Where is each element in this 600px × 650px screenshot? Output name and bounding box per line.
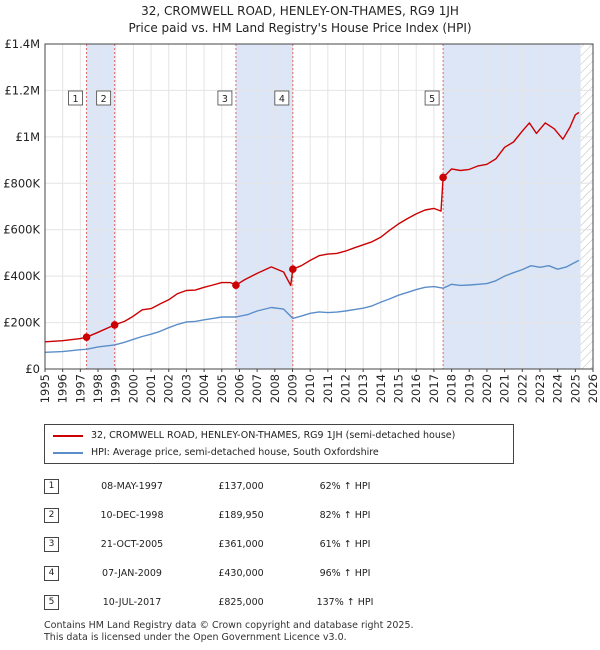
x-tick-label: 2008 [268, 374, 282, 403]
transaction-date: 08-MAY-1997 [101, 481, 163, 492]
transaction-date: 07-JAN-2009 [102, 568, 162, 579]
sale-point [110, 321, 119, 329]
plot-frame [44, 43, 594, 370]
transaction-price: £430,000 [218, 568, 264, 579]
x-tick-label: 2013 [356, 374, 370, 403]
transaction-row: 4 07-JAN-2009 £430,000 96% ↑ HPI [44, 559, 400, 588]
sale-label-box [424, 90, 440, 106]
x-tick-label: 2006 [232, 374, 246, 403]
x-tick-label: 2000 [126, 374, 140, 403]
sale-label-box [217, 90, 233, 106]
legend-swatch-property [53, 434, 83, 437]
price-chart: £0 £200K £400K £600K £800K £1M £1.2M £1.4M 1995 1… [3, 37, 600, 403]
transaction-hpi-change: 82% ↑ HPI [319, 510, 371, 521]
x-tick-label: 2020 [480, 374, 494, 403]
x-tick-label: 2003 [179, 374, 193, 403]
footer-license: This data is licensed under the Open Gov… [44, 632, 347, 643]
x-tick-label: 2004 [197, 374, 211, 403]
x-tick-label: 2019 [462, 374, 476, 403]
x-tick-label: 1997 [73, 374, 87, 403]
x-tick-label: 2025 [568, 374, 582, 403]
transaction-number: 2 [44, 508, 59, 523]
sale-label-box [68, 90, 83, 106]
x-tick-label: 2007 [250, 374, 264, 403]
x-tick-label: 1999 [109, 374, 123, 403]
transaction-date: 10-DEC-1998 [100, 510, 164, 521]
sale-point [82, 333, 91, 341]
x-tick-label: 2001 [144, 374, 158, 403]
sale-label-number: 5 [429, 94, 435, 105]
transaction-number: 1 [44, 479, 59, 494]
legend-item-property: 32, CROMWELL ROAD, HENLEY-ON-THAMES, RG9… [53, 428, 455, 444]
transaction-price: £137,000 [218, 481, 264, 492]
x-tick-label: 2010 [303, 374, 317, 403]
transaction-row: 3 21-OCT-2005 £361,000 61% ↑ HPI [44, 530, 400, 559]
hpi-line [44, 259, 580, 353]
transaction-number: 4 [44, 566, 59, 581]
forecast-hatch [580, 44, 593, 369]
legend-label-hpi: HPI: Average price, semi-detached house,… [91, 447, 379, 458]
y-tick-label: £400K [3, 269, 40, 283]
sale-point [439, 173, 447, 182]
sale-label-box [274, 90, 290, 106]
y-tick-label: £600K [3, 223, 40, 237]
transaction-date: 21-OCT-2005 [100, 539, 164, 550]
y-tick-label: £200K [3, 316, 40, 330]
x-tick-label: 2011 [321, 374, 335, 403]
transaction-hpi-change: 61% ↑ HPI [319, 539, 371, 550]
shaded-period [443, 44, 581, 369]
y-tick-label: £1.2M [4, 83, 40, 97]
x-tick-label: 2017 [427, 374, 441, 403]
transaction-row: 2 10-DEC-1998 £189,950 82% ↑ HPI [44, 501, 400, 530]
x-tick-label: 2021 [498, 374, 512, 403]
x-tick-label: 2023 [533, 374, 547, 403]
y-tick-label: £0 [25, 362, 40, 376]
transaction-row: 5 10-JUL-2017 £825,000 137% ↑ HPI [44, 588, 400, 617]
x-tick-label: 2012 [339, 374, 353, 403]
x-tick-label: 2024 [551, 374, 565, 403]
y-tick-label: £1M [15, 130, 40, 144]
x-tick-label: 2018 [445, 374, 459, 403]
legend-item-hpi: HPI: Average price, semi-detached house,… [53, 445, 379, 461]
x-tick-label: 1998 [91, 374, 105, 403]
sale-label-number: 4 [279, 94, 285, 105]
chart-subtitle: Price paid vs. HM Land Registry's House … [128, 21, 472, 35]
property-price-line [44, 111, 580, 343]
footer-copyright: Contains HM Land Registry data © Crown c… [44, 620, 414, 631]
x-tick-label: 2015 [392, 374, 406, 403]
transaction-price: £825,000 [218, 597, 264, 608]
transaction-row: 1 08-MAY-1997 £137,000 62% ↑ HPI [44, 472, 400, 501]
sale-point [232, 281, 240, 289]
sale-label-box [96, 90, 112, 106]
transaction-date: 10-JUL-2017 [102, 597, 162, 608]
x-tick-label: 2014 [374, 374, 388, 403]
transactions-table: 1 08-MAY-1997 £137,000 62% ↑ HPI 2 10-DEC-199… [44, 472, 400, 617]
transaction-hpi-change: 137% ↑ HPI [316, 597, 374, 608]
x-tick-label: 2002 [162, 374, 176, 403]
transaction-hpi-change: 96% ↑ HPI [319, 568, 371, 579]
y-tick-label: £1.4M [4, 37, 40, 51]
x-tick-label: 2009 [285, 374, 299, 403]
transaction-number: 5 [44, 595, 59, 610]
transaction-price: £189,950 [218, 510, 264, 521]
transaction-hpi-change: 62% ↑ HPI [319, 481, 371, 492]
sale-label-number: 1 [73, 94, 79, 105]
y-tick-label: £800K [3, 176, 40, 190]
x-tick-label: 2022 [515, 374, 529, 403]
chart-title: 32, CROMWELL ROAD, HENLEY-ON-THAMES, RG9… [141, 4, 459, 18]
legend-label-property: 32, CROMWELL ROAD, HENLEY-ON-THAMES, RG9… [91, 430, 456, 441]
x-tick-label: 2016 [409, 374, 423, 403]
sale-label-number: 2 [101, 94, 107, 105]
transaction-number: 3 [44, 537, 59, 552]
sale-label-number: 3 [222, 94, 228, 105]
x-tick-label: 2026 [586, 374, 600, 403]
transaction-price: £361,000 [218, 539, 264, 550]
legend: 32, CROMWELL ROAD, HENLEY-ON-THAMES, RG9… [44, 424, 514, 464]
x-tick-label: 2005 [215, 374, 229, 403]
legend-swatch-hpi [53, 451, 83, 454]
x-tick-label: 1996 [56, 374, 70, 403]
x-tick-label: 1995 [38, 374, 52, 403]
sale-point [289, 265, 297, 273]
